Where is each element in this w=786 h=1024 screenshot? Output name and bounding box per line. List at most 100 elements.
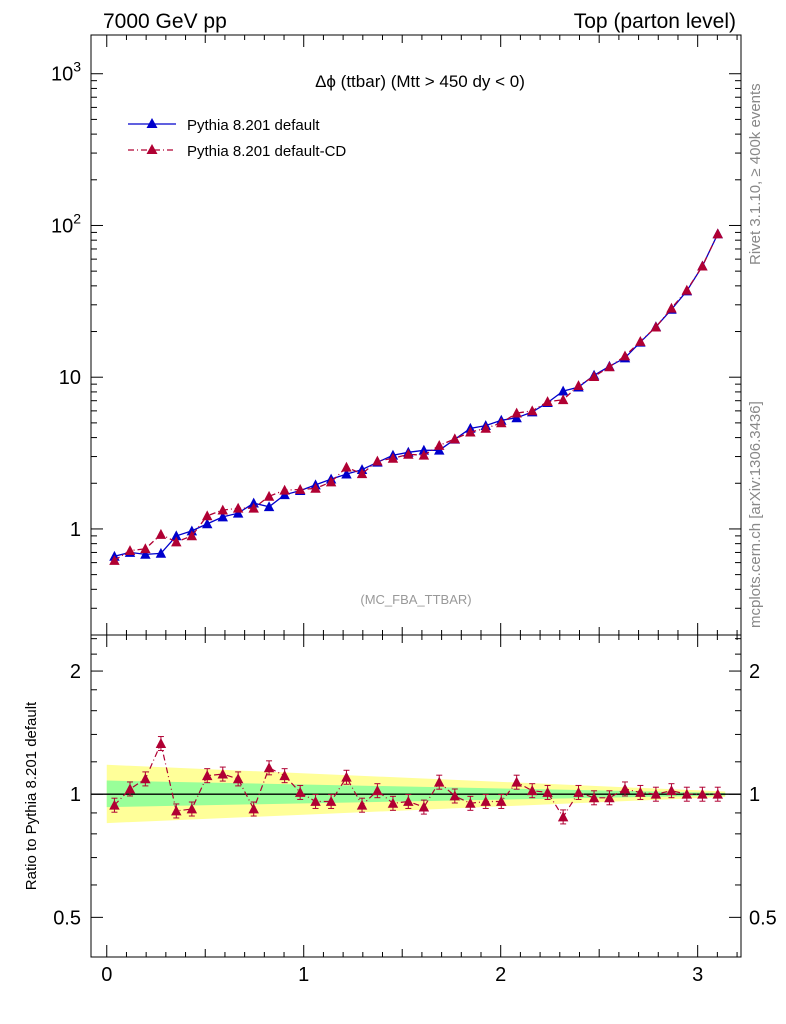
ratio-marker (418, 801, 430, 812)
main-ytick-label: 1 (70, 519, 81, 541)
series-1-marker (372, 455, 383, 466)
ratio-marker (403, 795, 414, 806)
ratio-marker (635, 786, 646, 797)
series-0-marker (155, 547, 167, 558)
ratio-marker (387, 797, 399, 808)
series-1-marker (511, 407, 522, 418)
ratio-frame (90, 634, 742, 958)
series-1-marker (635, 335, 646, 346)
series-1-marker (496, 417, 507, 428)
ratio-marker (356, 799, 368, 810)
series-0-marker (557, 385, 569, 396)
ratio-marker (604, 792, 615, 803)
ratio-marker (557, 811, 569, 822)
series-1-marker (325, 476, 337, 487)
ratio-ytick-label-right: 1 (749, 784, 760, 806)
series-1-marker (449, 433, 461, 444)
header-left: 7000 GeV pp (103, 10, 227, 33)
series-1-marker (279, 484, 290, 495)
ratio-marker (542, 786, 553, 797)
series-1-marker (356, 468, 368, 479)
series-0-marker (217, 511, 228, 522)
series-1-marker (604, 361, 615, 372)
watermark: (MC_FBA_TTBAR) (360, 592, 471, 607)
ratio-marker (232, 773, 244, 784)
ratio-marker (279, 770, 290, 781)
ratio-marker (248, 803, 259, 814)
legend-label-default: Pythia 8.201 default (187, 117, 320, 134)
ratio-ytick-label: 0.5 (53, 907, 81, 929)
main-ytick-label: 103 (51, 59, 81, 86)
series-1-marker (403, 448, 414, 459)
legend-marker-cd (146, 144, 158, 154)
ratio-ytick-label-right: 2 (749, 661, 760, 683)
series-1-marker (619, 350, 631, 361)
xtick-label: 3 (692, 964, 703, 986)
ratio-marker (619, 783, 631, 794)
ratio-marker (217, 768, 228, 779)
main-title: Δϕ (ttbar) (Mtt > 450 dy < 0) (315, 72, 525, 91)
ratio-marker (666, 785, 677, 796)
ratio-marker (496, 795, 507, 806)
ratio-marker (526, 785, 538, 796)
series-1-marker (681, 284, 693, 295)
ratio-ytick-label: 2 (70, 661, 81, 683)
series-1-marker (387, 452, 399, 463)
xtick-label: 1 (298, 964, 309, 986)
series-0-marker (140, 548, 151, 559)
series-line-0 (114, 233, 719, 557)
series-1-marker (171, 536, 182, 547)
ratio-marker (650, 788, 662, 799)
ratio-marker (712, 788, 723, 799)
mcplots-label: mcplots.cern.ch [arXiv:1306.3436] (747, 401, 764, 628)
series-1-marker (526, 405, 538, 416)
ratio-marker (588, 792, 600, 803)
ratio-marker (171, 805, 182, 816)
ratio-marker (325, 795, 337, 806)
series-1-marker (573, 380, 584, 391)
ratio-marker (263, 762, 275, 773)
ratio-marker (434, 776, 445, 787)
series-1-marker (666, 302, 677, 313)
series-1-marker (201, 510, 213, 521)
series-1-marker (650, 321, 662, 332)
series-0-marker (171, 530, 182, 541)
ratio-marker (681, 788, 693, 799)
series-1-marker (557, 394, 569, 405)
series-1-marker (588, 371, 600, 381)
rivet-label: Rivet 3.1.10, ≥ 400k events (747, 83, 764, 265)
series-1-marker (418, 449, 430, 460)
ratio-marker (341, 771, 352, 782)
ratio-marker (511, 776, 522, 787)
ratio-plot-panel: 0.5 0.5 1 1 2 2 0 1 2 3 Ratio to Pythia 8.201 def… (23, 634, 777, 986)
series-1-marker (232, 502, 244, 513)
ratio-marker (124, 783, 136, 794)
series-1-marker (124, 545, 136, 555)
ratio-marker (310, 795, 321, 806)
xtick-label: 0 (101, 964, 112, 986)
xtick-label: 2 (495, 964, 506, 986)
series-0-marker (418, 444, 430, 455)
ratio-marker (372, 785, 383, 796)
ratio-ytick-label: 1 (70, 784, 81, 806)
main-ytick-label: 10 (59, 367, 81, 389)
series-1-marker (155, 528, 167, 539)
ratio-ylabel: Ratio to Pythia 8.201 default (23, 701, 40, 890)
ratio-marker (155, 738, 167, 748)
header-right: Top (parton level) (574, 10, 736, 33)
series-1-marker (712, 228, 723, 239)
series-1-marker (217, 504, 228, 515)
ratio-marker (480, 795, 491, 806)
series-1-marker (140, 543, 151, 554)
series-1-marker (248, 502, 259, 513)
ratio-marker (294, 786, 306, 797)
series-1-marker (697, 260, 708, 271)
ratio-ytick-label-right: 0.5 (749, 907, 777, 929)
series-0-marker (232, 507, 244, 518)
ratio-marker (465, 797, 476, 808)
series-1-marker (310, 482, 321, 493)
series-1-marker (263, 490, 275, 501)
legend: Pythia 8.201 default Pythia 8.201 defaul… (128, 117, 346, 160)
series-1-marker (294, 483, 306, 494)
